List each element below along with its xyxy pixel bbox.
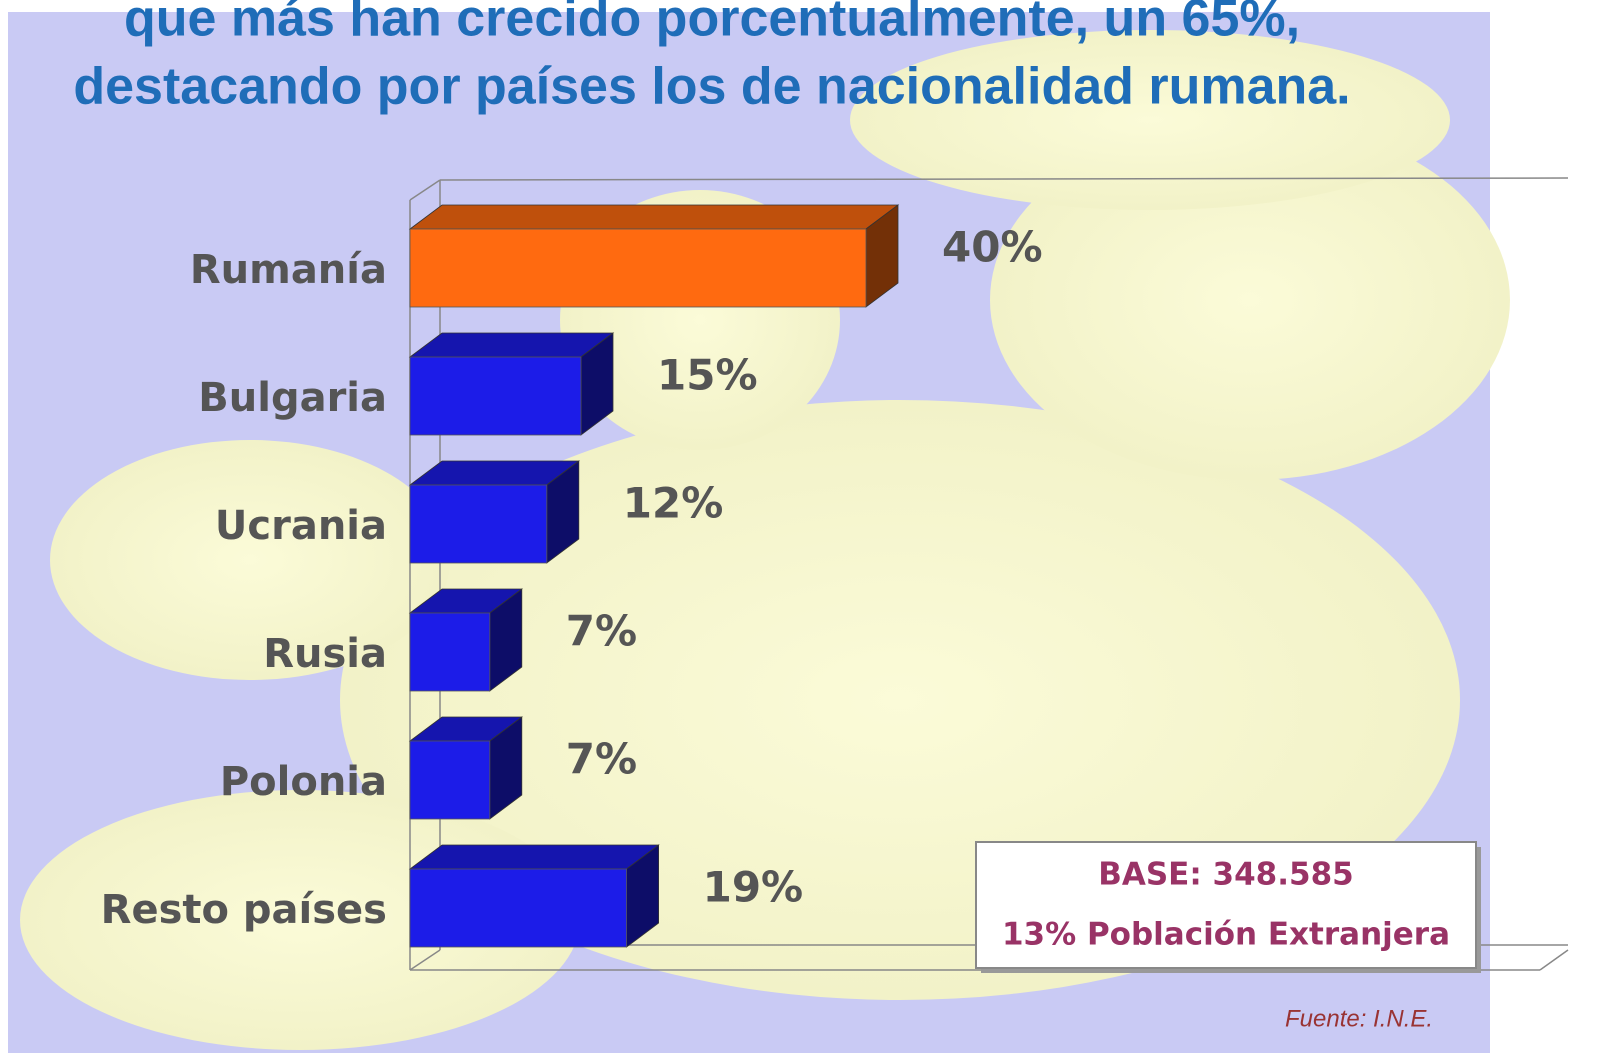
value-label: 19% (703, 863, 804, 912)
bar (409, 484, 548, 564)
category-label: Polonia (220, 759, 387, 805)
legend-box: BASE: 348.585 13% Población Extranjera (975, 841, 1481, 973)
bar (409, 740, 491, 820)
title-line: que más han crecido porcentualmente, un … (124, 0, 1300, 48)
value-label: 7% (566, 735, 637, 784)
category-label: Ucrania (215, 503, 387, 549)
category-label: Bulgaria (198, 375, 387, 421)
value-label: 12% (623, 479, 724, 528)
source: Fuente: I.N.E. (1285, 1005, 1433, 1032)
bar (409, 228, 867, 308)
annotation: BASE: 348.585 (1098, 857, 1354, 893)
bar (409, 356, 582, 436)
value-label: 7% (566, 607, 637, 656)
category-label: Rumanía (190, 247, 387, 293)
category-label: Rusia (263, 631, 387, 677)
bar-top (408, 204, 900, 230)
title-line: destacando por países los de nacionalida… (73, 58, 1350, 116)
bar (409, 612, 491, 692)
bar (409, 868, 628, 948)
value-label: 15% (657, 351, 758, 400)
annotation: 13% Población Extranjera (1002, 917, 1450, 953)
category-label: Resto países (101, 887, 387, 933)
bar-top (408, 844, 660, 870)
bar-top (408, 332, 615, 358)
value-label: 40% (942, 223, 1043, 272)
